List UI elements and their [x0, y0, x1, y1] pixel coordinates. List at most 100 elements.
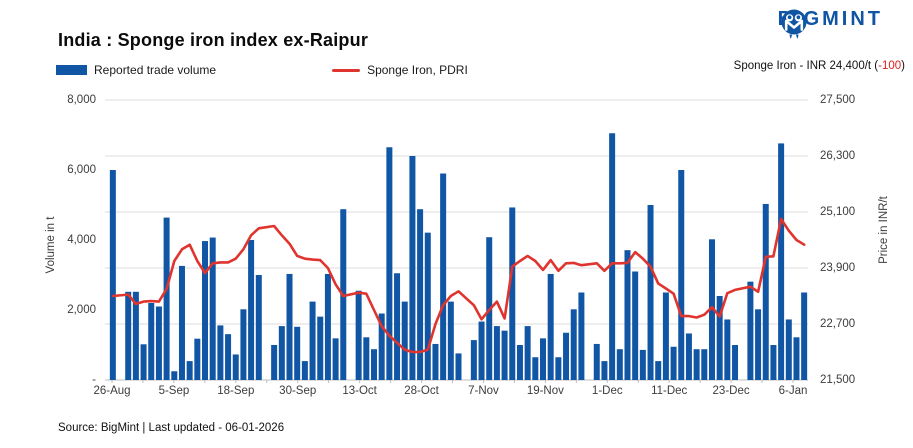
right-axis-tick-label: 22,700 — [820, 318, 856, 330]
volume-bar — [801, 292, 808, 380]
volume-bar — [178, 265, 185, 380]
volume-bar — [294, 326, 301, 380]
volume-bar — [309, 301, 316, 380]
volume-bar — [708, 239, 715, 380]
x-axis-tick-label: 30-Sep — [279, 385, 317, 397]
source-footer: Source: BigMint | Last updated - 06-01-2… — [58, 422, 285, 434]
volume-bar — [301, 361, 308, 380]
annotation-suffix: ) — [901, 60, 905, 72]
volume-bar — [417, 209, 424, 380]
legend: Reported trade volume Sponge Iron, PDRI — [56, 63, 468, 77]
volume-bar — [355, 290, 362, 380]
legend-volume-label: Reported trade volume — [94, 63, 217, 77]
bigmint-logo-icon — [781, 9, 807, 39]
volume-bar — [478, 321, 485, 380]
volume-bar — [232, 354, 239, 380]
volume-bar — [532, 357, 539, 380]
latest-price-annotation: Sponge Iron - INR 24,400/t (-100) — [734, 60, 905, 72]
volume-bar — [524, 326, 531, 380]
volume-bar — [378, 313, 385, 380]
volume-bar — [401, 301, 408, 380]
volume-bar — [171, 371, 178, 380]
volume-bar — [639, 349, 646, 380]
x-axis-tick-label: 26-Aug — [93, 385, 131, 397]
volume-bar — [432, 343, 439, 380]
volume-bar — [148, 303, 155, 380]
volume-bar — [209, 237, 216, 380]
left-axis-tick-label: - — [92, 374, 96, 386]
volume-bar — [555, 357, 562, 380]
volume-bar — [125, 291, 132, 380]
x-axis-tick-label: 5-Sep — [158, 385, 190, 397]
right-axis-tick-label: 26,300 — [820, 150, 856, 162]
right-axis-tick-label: 27,500 — [820, 94, 856, 106]
volume-bar — [593, 343, 600, 380]
chart-title: India : Sponge iron index ex-Raipur — [58, 30, 369, 50]
volume-bar — [609, 133, 616, 380]
right-axis-tick-label: 23,900 — [820, 262, 856, 274]
volume-bar — [716, 296, 723, 380]
volume-bar — [762, 203, 769, 380]
price-line-swatch — [332, 68, 361, 72]
volume-swatch — [56, 65, 87, 75]
volume-bar — [685, 333, 692, 380]
left-axis-tick-label: 4,000 — [67, 234, 96, 246]
volume-bar — [670, 346, 677, 380]
volume-bar — [724, 319, 731, 380]
volume-bar — [371, 349, 378, 380]
x-axis-tick-label: 11-Dec — [651, 385, 688, 397]
volume-bar — [578, 292, 585, 380]
volume-bar — [440, 173, 447, 380]
volume-bar — [647, 205, 654, 380]
legend-price-label: Sponge Iron, PDRI — [367, 63, 468, 77]
volume-bar — [447, 301, 454, 380]
volume-bar — [271, 345, 278, 380]
price-line — [111, 217, 806, 354]
volume-bar — [186, 361, 193, 380]
volume-bar — [785, 319, 792, 380]
volume-bar — [424, 232, 431, 380]
volume-bar — [632, 271, 639, 380]
volume-bar — [755, 309, 762, 380]
volume-bar — [547, 273, 554, 380]
volume-bar — [278, 326, 285, 380]
volume-bar — [109, 170, 116, 380]
volume-bar — [332, 338, 339, 380]
volume-bar — [539, 338, 546, 380]
volume-bar — [455, 353, 462, 380]
left-axis-tick-label: 2,000 — [67, 304, 96, 316]
volume-bar — [386, 147, 393, 380]
volume-bar — [248, 240, 255, 380]
volume-bar — [747, 281, 754, 380]
volume-bar — [501, 330, 508, 380]
left-axis-tick-label: 6,000 — [67, 164, 96, 176]
x-axis-tick-label: 7-Nov — [468, 385, 499, 397]
volume-bar — [601, 361, 608, 380]
right-axis-tick-label: 21,500 — [820, 374, 856, 386]
volume-bar — [225, 334, 232, 380]
x-axis-tick-label: 28-Oct — [404, 385, 439, 397]
volume-bar — [217, 325, 224, 380]
brand-logo: BIGMINT — [778, 8, 883, 39]
volume-bar — [240, 309, 247, 380]
x-axis-tick-label: 18-Sep — [217, 385, 255, 397]
volume-bar — [140, 344, 147, 380]
volume-bar — [516, 345, 523, 380]
volume-bar — [778, 143, 785, 380]
volume-bar — [409, 156, 416, 380]
volume-bar — [286, 273, 293, 380]
volume-bar — [509, 207, 516, 380]
volume-bar — [194, 338, 201, 380]
volume-bar — [163, 217, 170, 380]
volume-bar — [770, 345, 777, 380]
volume-bar — [317, 316, 324, 380]
volume-bar — [563, 332, 570, 380]
legend-item-price: Sponge Iron, PDRI — [332, 63, 468, 77]
annotation-prefix: Sponge Iron - INR 24,400/t ( — [733, 60, 879, 72]
annotation-change: -100 — [878, 60, 902, 72]
volume-bar — [132, 291, 139, 380]
x-axis-tick-label: 13-Oct — [342, 385, 377, 397]
volume-bar — [616, 349, 623, 380]
